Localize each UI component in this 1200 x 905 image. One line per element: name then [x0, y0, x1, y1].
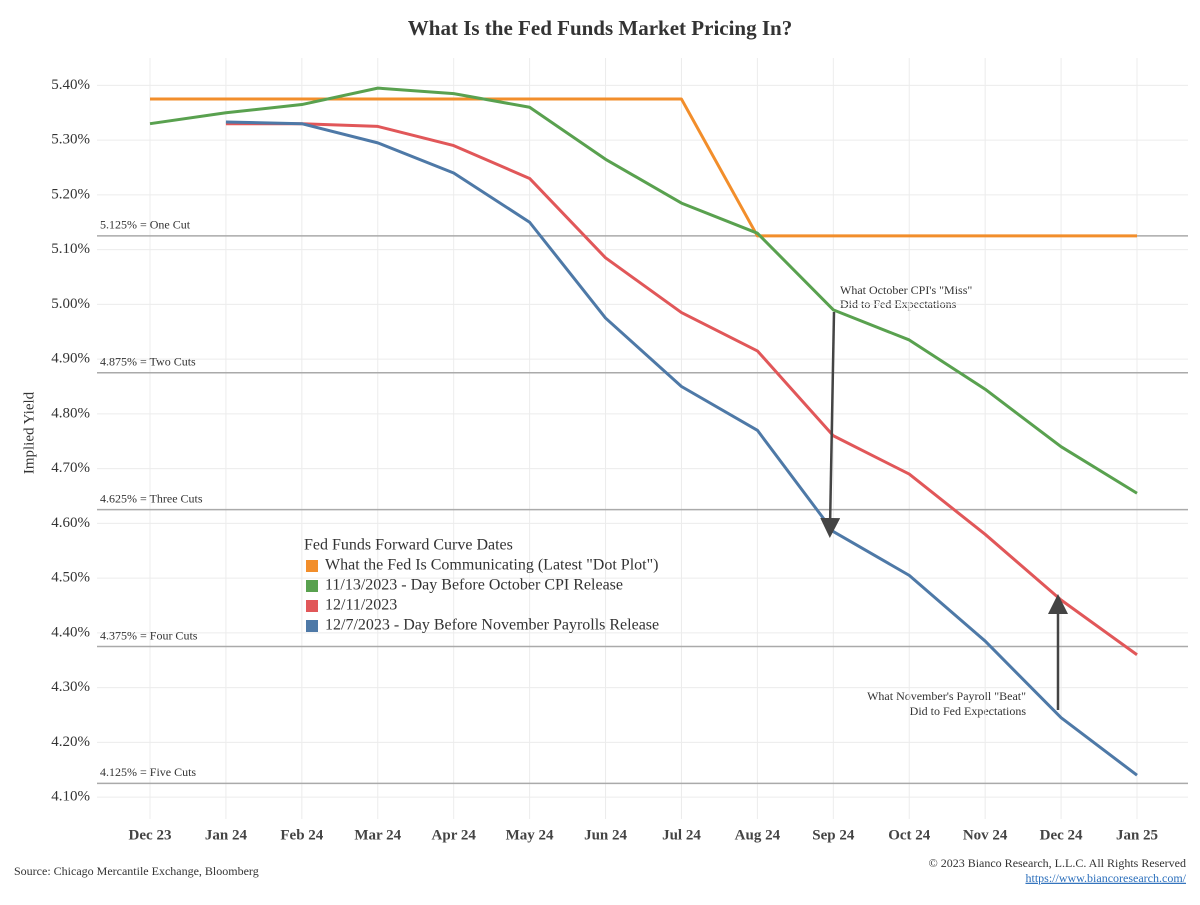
series-line — [225, 120, 1138, 777]
x-tick-label: Apr 24 — [432, 827, 477, 843]
x-tick-label: Sep 24 — [812, 827, 855, 843]
reference-label: 5.125% = One Cut — [100, 218, 191, 232]
url[interactable]: https://www.biancoresearch.com/ — [1025, 871, 1186, 885]
reference-label: 4.125% = Five Cuts — [100, 765, 196, 779]
x-tick-label: Aug 24 — [735, 827, 781, 843]
legend-swatch — [306, 600, 318, 612]
series-line — [149, 86, 1138, 495]
x-tick-label: May 24 — [506, 827, 554, 843]
x-tick-label: Nov 24 — [963, 827, 1008, 843]
y-tick-label: 4.50% — [51, 570, 90, 586]
reference-label: 4.375% = Four Cuts — [100, 628, 198, 642]
y-tick-label: 5.00% — [51, 296, 90, 312]
x-tick-label: Oct 24 — [888, 827, 931, 843]
x-tick-label: Jun 24 — [584, 827, 627, 843]
reference-label: 4.625% = Three Cuts — [100, 491, 203, 505]
legend-title: Fed Funds Forward Curve Dates — [304, 537, 513, 554]
arrow — [820, 311, 841, 538]
legend-swatch — [306, 620, 318, 632]
y-tick-label: 4.70% — [51, 460, 90, 476]
reference-label: 4.875% = Two Cuts — [100, 355, 196, 369]
legend-label: 11/13/2023 - Day Before October CPI Rele… — [325, 577, 623, 594]
x-tick-label: Dec 24 — [1040, 827, 1083, 843]
x-tick-label: Jan 25 — [1116, 827, 1158, 843]
y-tick-label: 4.40% — [51, 624, 90, 640]
x-tick-label: Dec 23 — [129, 827, 172, 843]
legend-label: 12/11/2023 — [325, 597, 397, 614]
annotation: Did to Fed Expectations — [840, 297, 957, 311]
x-tick-label: Jan 24 — [205, 827, 248, 843]
legend-label: 12/7/2023 - Day Before November Payrolls… — [325, 617, 659, 634]
x-tick-label: Jul 24 — [662, 827, 701, 843]
series-line — [225, 122, 1138, 656]
y-tick-label: 5.10% — [51, 241, 90, 257]
x-tick-label: Mar 24 — [354, 827, 401, 843]
y-tick-label: 5.20% — [51, 186, 90, 202]
legend-swatch — [306, 560, 318, 572]
legend-label: What the Fed Is Communicating (Latest "D… — [325, 557, 658, 574]
annotation: What November's Payroll "Beat" — [867, 689, 1026, 703]
legend-swatch — [306, 580, 318, 592]
y-tick-label: 4.80% — [51, 405, 90, 421]
annotation: What October CPI's "Miss" — [840, 283, 972, 297]
y-tick-label: 5.40% — [51, 77, 90, 93]
copyright: © 2023 Bianco Research, L.L.C. All Right… — [929, 856, 1186, 870]
source: Source: Chicago Mercantile Exchange, Blo… — [14, 864, 259, 878]
y-tick-label: 4.20% — [51, 734, 90, 750]
y-axis-label: Implied Yield — [21, 391, 37, 474]
annotation: Did to Fed Expectations — [910, 704, 1027, 718]
y-tick-label: 5.30% — [51, 132, 90, 148]
series-line — [150, 97, 1137, 238]
y-tick-label: 4.90% — [51, 351, 90, 367]
chart-title: What Is the Fed Funds Market Pricing In? — [408, 16, 792, 40]
y-tick-label: 4.10% — [51, 789, 90, 805]
y-tick-label: 4.60% — [51, 515, 90, 531]
x-tick-label: Feb 24 — [280, 827, 323, 843]
y-tick-label: 4.30% — [51, 679, 90, 695]
